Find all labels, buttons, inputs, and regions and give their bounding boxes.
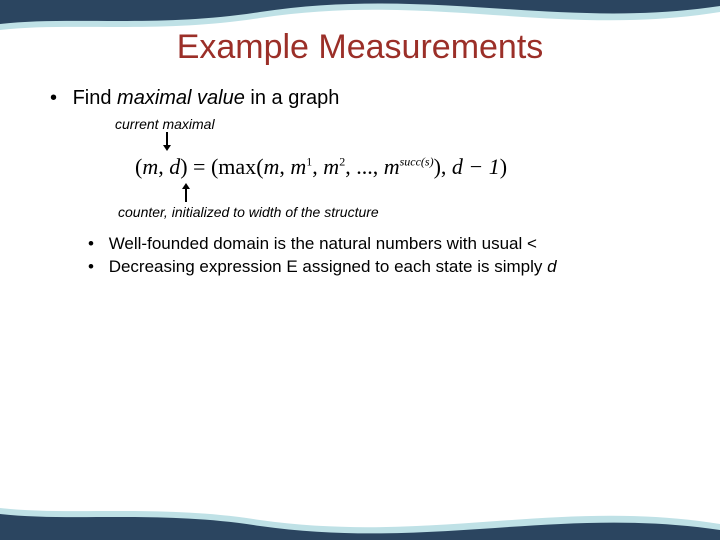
slide-content: Example Measurements Find maximal value … bbox=[0, 20, 720, 280]
formula: (m, d) = (max(m, m1, m2, ..., msucc(s)),… bbox=[135, 154, 507, 179]
annotation-top: current maximal bbox=[115, 116, 680, 132]
formula-container: (m, d) = (max(m, m1, m2, ..., msucc(s)),… bbox=[135, 154, 680, 180]
bullet-text-suffix: in a graph bbox=[245, 87, 340, 109]
main-bullet: Find maximal value in a graph bbox=[50, 87, 680, 110]
arrow-down-container bbox=[40, 132, 680, 152]
arrow-down-icon bbox=[166, 132, 168, 146]
sub-bullet-1: Well-founded domain is the natural numbe… bbox=[88, 234, 680, 254]
bottom-wave-decoration bbox=[0, 480, 720, 540]
arrow-up-icon bbox=[185, 188, 187, 202]
bullet-text-prefix: Find bbox=[73, 87, 117, 109]
sub-bullet-2: Decreasing expression E assigned to each… bbox=[88, 257, 680, 277]
bullet-text-italic: maximal value bbox=[117, 87, 245, 109]
annotation-bottom: counter, initialized to width of the str… bbox=[118, 204, 680, 220]
slide-title: Example Measurements bbox=[40, 28, 680, 67]
arrow-up-container bbox=[40, 182, 680, 202]
